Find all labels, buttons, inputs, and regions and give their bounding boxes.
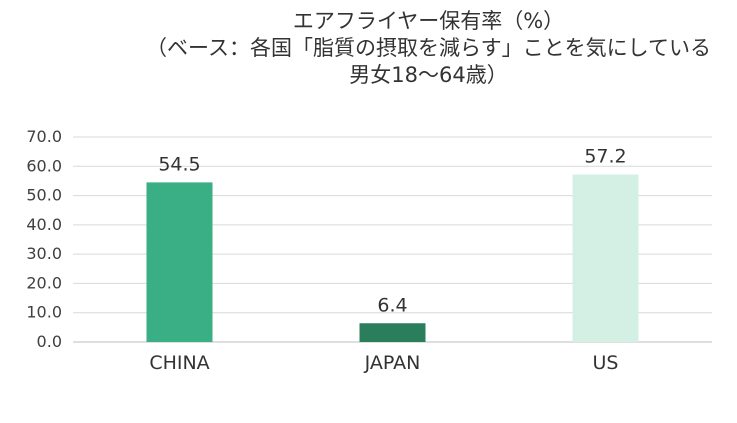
- data-label-china: 54.5: [158, 153, 200, 175]
- category-label-japan: JAPAN: [364, 352, 421, 374]
- y-tick-label-0: 0.0: [37, 332, 62, 351]
- y-tick-label-6: 60.0: [26, 156, 62, 175]
- y-tick-label-7: 70.0: [26, 127, 62, 146]
- y-tick-label-4: 40.0: [26, 215, 62, 234]
- chart-title: エアフライヤー保有率（%） （ベース：各国「脂質の摂取を減らす」ことを気にしてい…: [0, 8, 737, 89]
- chart-title-line-1: エアフライヤー保有率（%）: [292, 9, 565, 33]
- data-label-japan: 6.4: [377, 294, 407, 316]
- data-label-us: 57.2: [584, 145, 626, 167]
- chart-title-line-3: 男女18〜64歳）: [349, 63, 508, 87]
- bar-china: [146, 182, 213, 342]
- bar-us: [572, 174, 639, 342]
- category-label-china: CHINA: [149, 352, 209, 374]
- y-tick-label-2: 20.0: [26, 273, 62, 292]
- chart-title-line-2: （ベース：各国「脂質の摂取を減らす」ことを気にしている: [146, 36, 711, 60]
- y-tick-label-1: 10.0: [26, 303, 62, 322]
- y-tick-label-5: 50.0: [26, 186, 62, 205]
- bar-japan: [359, 323, 426, 342]
- category-label-us: US: [593, 352, 619, 374]
- y-tick-label-3: 30.0: [26, 244, 62, 263]
